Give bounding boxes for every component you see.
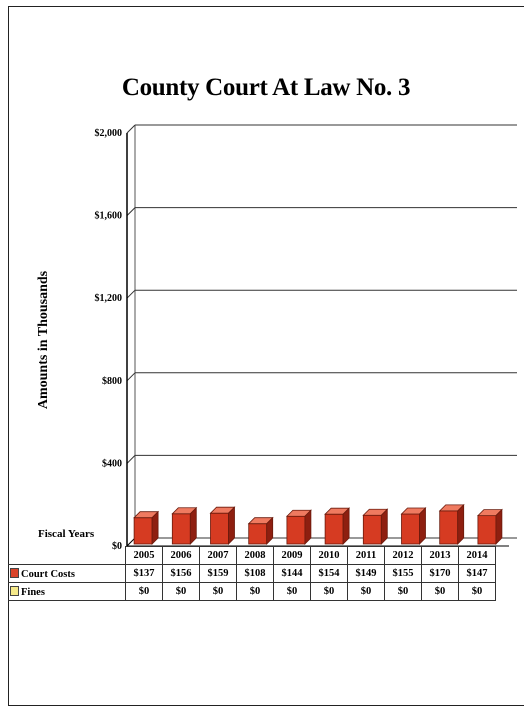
data-label: $0 (236, 582, 274, 601)
data-label: $0 (125, 582, 163, 601)
gridline-floor-edge (126, 124, 136, 134)
data-label: $156 (162, 564, 200, 583)
bar-side-face (342, 507, 350, 545)
bar-court-costs (439, 510, 459, 545)
x-tick-label: 2008 (236, 546, 274, 565)
data-label: $0 (199, 582, 237, 601)
gridline-floor-edge (126, 455, 136, 464)
y-tick-label: $1,200 (95, 293, 123, 304)
data-label: $108 (236, 564, 274, 583)
gridline-floor-edge (126, 289, 136, 299)
x-tick-label: 2005 (125, 546, 163, 565)
bar-court-costs (362, 514, 382, 545)
legend-swatch-fines (10, 585, 19, 596)
bar-side-face (419, 507, 426, 545)
gridline-floor-edge (126, 372, 136, 382)
data-label: $147 (458, 564, 496, 583)
data-label: $0 (458, 582, 496, 601)
legend-swatch-court-costs (10, 567, 19, 578)
bar-side-face (266, 516, 274, 545)
x-tick-label: 2014 (458, 546, 496, 565)
bar-side-face (304, 509, 312, 545)
chart-title: County Court At Law No. 3 (121, 74, 411, 101)
y-tick-label: $400 (102, 458, 122, 469)
bar-court-costs (477, 515, 497, 545)
data-label: $154 (310, 564, 348, 583)
x-tick-label: 2012 (384, 546, 422, 565)
bar-court-costs (248, 523, 268, 545)
data-table-series-row: Court Costs $137 $156 $159 $108 $144 $154 $149… (8, 564, 496, 583)
data-label: $0 (347, 582, 385, 601)
x-tick-label: 2006 (162, 546, 200, 565)
y-tick-label: $800 (102, 376, 122, 387)
data-label: $155 (384, 564, 422, 583)
data-table-year-row: 2005 2006 2007 2008 2009 2010 2011 2012 2013 2014 (8, 546, 496, 565)
data-table-series-row: Fines $0 $0 $0 $0 $0 $0 $0 $0 $0 $0 (8, 582, 496, 601)
bar-side-face (495, 508, 503, 545)
x-tick-label: 2013 (421, 546, 459, 565)
chart-frame (8, 6, 524, 706)
data-label: $0 (273, 582, 311, 601)
bar-court-costs (286, 515, 306, 545)
data-label: $149 (347, 564, 385, 583)
data-label: $170 (421, 564, 459, 583)
bar-side-face (189, 506, 197, 545)
legend-court-costs: Court Costs (8, 564, 126, 583)
bar-side-face (228, 506, 235, 545)
data-table-corner (8, 546, 126, 565)
bar-side-face (380, 508, 388, 545)
data-label: $0 (310, 582, 348, 601)
x-tick-label: 2010 (310, 546, 348, 565)
data-label: $0 (162, 582, 200, 601)
x-tick-label: 2011 (347, 546, 385, 565)
y-tick-label: $2,000 (95, 128, 123, 139)
bar-side-face (151, 510, 159, 545)
bar-court-costs (133, 517, 153, 545)
bar-court-costs (210, 512, 229, 545)
gridline-floor-edge (126, 207, 136, 216)
x-tick-label: 2007 (199, 546, 237, 565)
floor-edge (126, 537, 136, 547)
data-label: $137 (125, 564, 163, 583)
data-label: $144 (273, 564, 311, 583)
data-label: $0 (384, 582, 422, 601)
legend-label-fines: Fines (21, 586, 45, 598)
bar-court-costs (401, 513, 420, 545)
data-label: $0 (421, 582, 459, 601)
data-label: $159 (199, 564, 237, 583)
bar-court-costs (324, 513, 344, 545)
y-tick-label: $1,600 (95, 211, 123, 222)
bar-court-costs (171, 513, 191, 545)
legend-fines: Fines (8, 582, 126, 601)
legend-label-court-costs: Court Costs (21, 568, 75, 580)
data-table: 2005 2006 2007 2008 2009 2010 2011 2012 2013 2014… (8, 546, 496, 601)
x-tick-label: 2009 (273, 546, 311, 565)
bar-side-face (457, 503, 465, 545)
x-axis-label: Fiscal Years (38, 528, 95, 540)
